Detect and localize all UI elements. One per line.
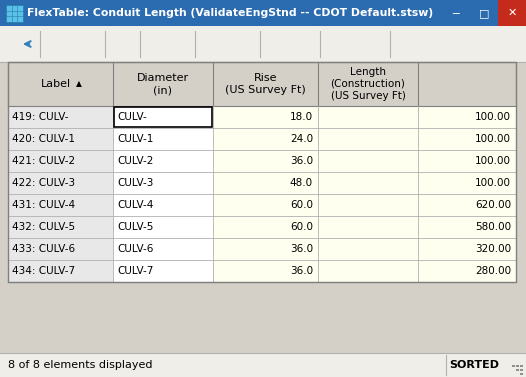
Bar [113,106,213,128]
Bar [113,260,213,282]
Bar [520,372,522,375]
Text: CULV-4: CULV-4 [117,200,154,210]
Text: Diameter
(in): Diameter (in) [137,73,189,95]
Bar [6,5,23,22]
Text: CULV-: CULV- [117,112,147,122]
Text: CULV-7: CULV-7 [117,266,154,276]
Text: 422: CULV-3: 422: CULV-3 [12,178,75,188]
Bar [0,26,526,62]
Text: ─: ─ [453,8,459,18]
Bar [8,216,113,238]
Text: SORTED: SORTED [449,360,499,370]
Bar [113,194,213,216]
Text: CULV-1: CULV-1 [117,134,154,144]
Bar [0,62,526,353]
Text: 36.0: 36.0 [290,156,313,166]
Bar [442,0,470,26]
Text: 100.00: 100.00 [475,134,511,144]
Bar [8,194,113,216]
Text: 60.0: 60.0 [290,222,313,232]
Text: FlexTable: Conduit Length (ValidateEngStnd -- CDOT Default.stsw): FlexTable: Conduit Length (ValidateEngSt… [27,8,433,18]
Text: 100.00: 100.00 [475,178,511,188]
Bar [213,128,516,150]
Bar [520,368,522,371]
Text: 60.0: 60.0 [290,200,313,210]
Bar [8,260,113,282]
Text: 36.0: 36.0 [290,244,313,254]
Bar [113,172,213,194]
Text: 434: CULV-7: 434: CULV-7 [12,266,75,276]
Text: 431: CULV-4: 431: CULV-4 [12,200,75,210]
Text: 320.00: 320.00 [475,244,511,254]
Text: 421: CULV-2: 421: CULV-2 [12,156,75,166]
Bar [516,365,519,367]
Text: Rise
(US Survey Ft): Rise (US Survey Ft) [225,73,306,95]
Text: 580.00: 580.00 [475,222,511,232]
Bar [114,107,212,127]
Text: CULV-3: CULV-3 [117,178,154,188]
Bar [113,238,213,260]
Bar [213,150,516,172]
Text: 8 of 8 elements displayed: 8 of 8 elements displayed [8,360,153,370]
Bar [0,0,526,26]
Bar [470,0,498,26]
Bar [520,365,522,367]
Bar [213,106,516,128]
Text: 18.0: 18.0 [290,112,313,122]
Text: 432: CULV-5: 432: CULV-5 [12,222,75,232]
Bar [113,128,213,150]
Text: 100.00: 100.00 [475,112,511,122]
Text: 24.0: 24.0 [290,134,313,144]
Bar [113,150,213,172]
Bar [213,260,516,282]
Bar [8,150,113,172]
Bar [113,216,213,238]
Bar [8,238,113,260]
Text: CULV-6: CULV-6 [117,244,154,254]
Bar [8,128,113,150]
Text: 620.00: 620.00 [475,200,511,210]
Bar [0,353,526,377]
Text: 36.0: 36.0 [290,266,313,276]
Text: Label: Label [41,79,70,89]
Text: ✕: ✕ [507,8,517,18]
Bar [213,194,516,216]
Bar [8,62,516,282]
Bar [8,172,113,194]
Bar [498,0,526,26]
Bar [512,365,514,367]
Text: 280.00: 280.00 [475,266,511,276]
Bar [516,368,519,371]
Text: CULV-2: CULV-2 [117,156,154,166]
Text: CULV-5: CULV-5 [117,222,154,232]
Text: 100.00: 100.00 [475,156,511,166]
Text: 433: CULV-6: 433: CULV-6 [12,244,75,254]
Text: 48.0: 48.0 [290,178,313,188]
Text: 419: CULV-: 419: CULV- [12,112,68,122]
Bar [213,216,516,238]
Bar [8,62,516,106]
Text: 420: CULV-1: 420: CULV-1 [12,134,75,144]
Bar [213,172,516,194]
Text: □: □ [479,8,489,18]
Text: Length
(Construction)
(US Survey Ft): Length (Construction) (US Survey Ft) [330,67,406,101]
Bar [8,106,113,128]
Text: ▲: ▲ [76,80,82,89]
Bar [213,238,516,260]
